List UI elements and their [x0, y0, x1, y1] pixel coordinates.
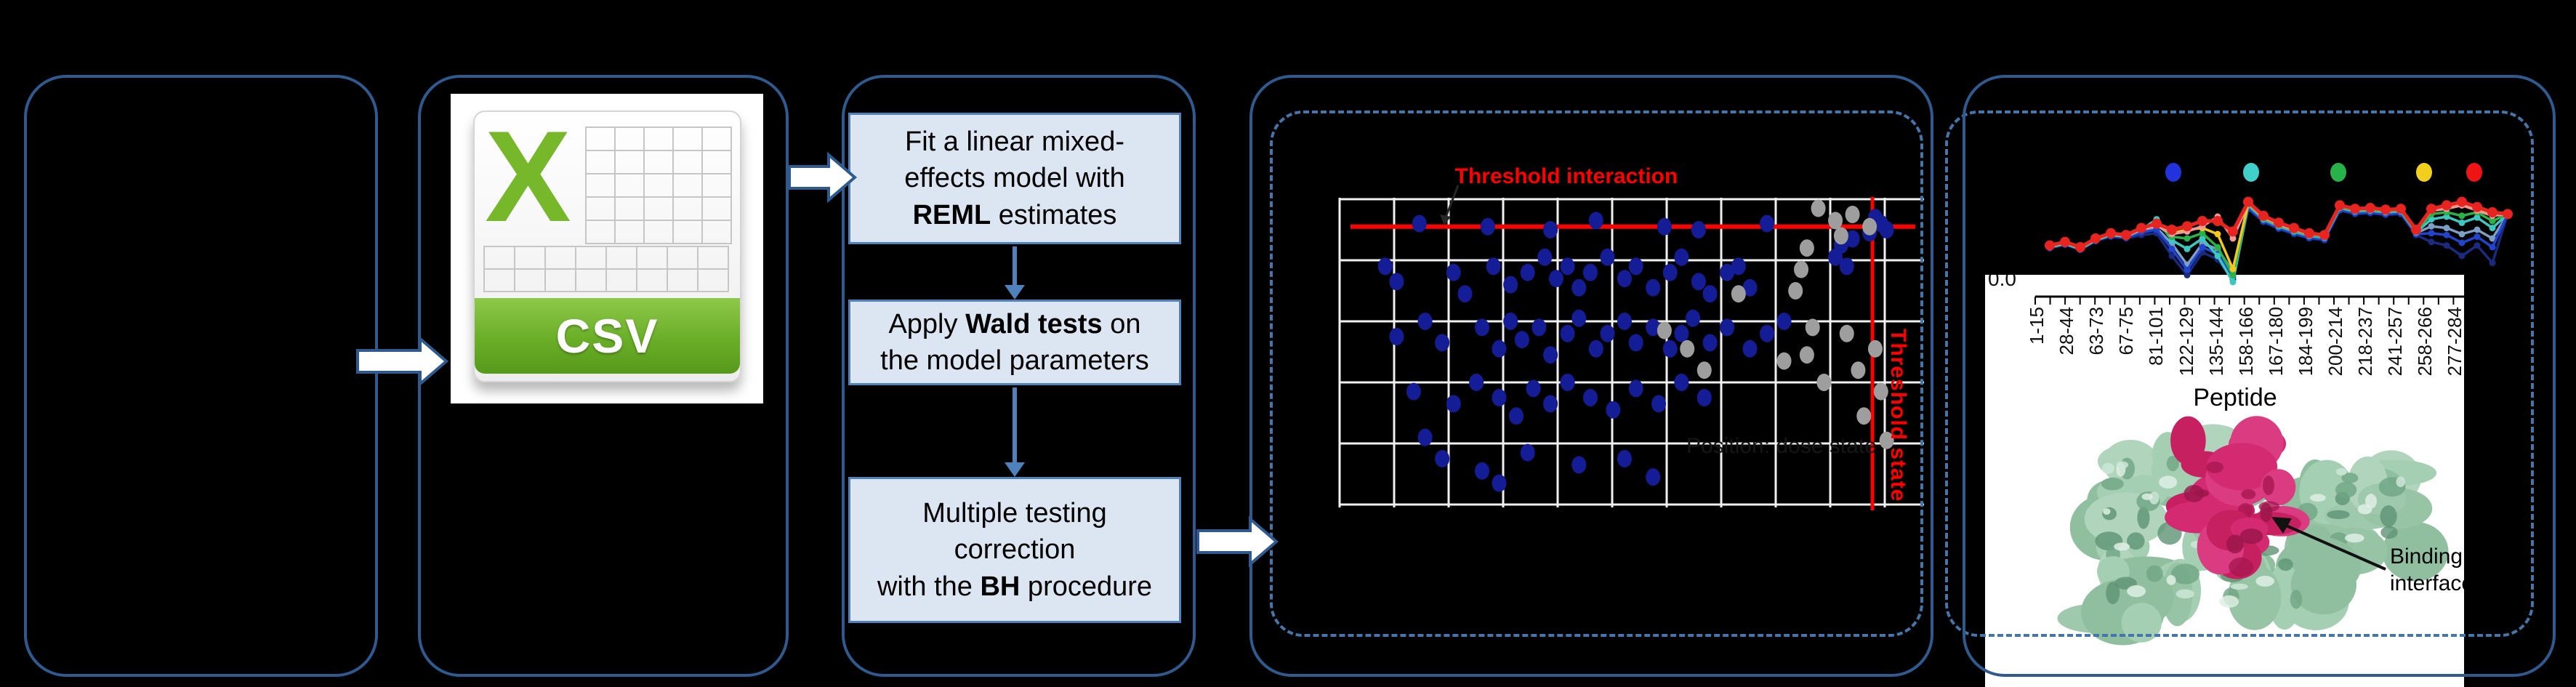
- y-axis-tick: 0.0: [1988, 275, 2016, 290]
- series-steel: [2046, 204, 2511, 276]
- legend-dot: [2165, 163, 2181, 182]
- step-multiple-testing: Multiple testing correction with the BH pr…: [848, 477, 1181, 623]
- binding-interface-label: Bindinginterface: [2390, 545, 2464, 595]
- series-red: [2045, 196, 2513, 252]
- peptide-axis-title: Peptide: [2193, 384, 2277, 411]
- scatter-faint-xlabel: Position: dose state: [1686, 434, 1877, 458]
- peptide-axis: [2034, 295, 2464, 305]
- protein-binding-region: [2165, 416, 2310, 579]
- step-connector-head: [1005, 285, 1025, 300]
- legend-dot: [2466, 163, 2482, 182]
- annotation-line: [2284, 523, 2386, 571]
- csv-image: X CSV: [451, 94, 763, 403]
- protein-structure: [2057, 416, 2449, 646]
- peptide-figure-panel: 0.0 1-15 28-44 63-73 67-75 81-101 122-129 135-…: [1985, 275, 2464, 687]
- scatter-points-significant-interaction: [1377, 209, 1894, 492]
- scatter-points-not-significant: [1657, 199, 1894, 449]
- chart-legend: [2165, 163, 2482, 182]
- legend-dot: [2416, 163, 2432, 182]
- scatter-title: Threshold interaction: [1454, 164, 1678, 188]
- spreadsheet-grid-top: [585, 126, 732, 244]
- step-fit-model: Fit a linear mixed-effects model with REM…: [848, 113, 1181, 244]
- arrow-csv-to-stats: [788, 151, 858, 204]
- step-wald-tests: Apply Wald tests on the model parameters: [848, 300, 1181, 385]
- peptide-profile-chart: [2045, 163, 2513, 286]
- legend-dot: [2243, 163, 2259, 182]
- threshold-scatter-plot: [1338, 185, 1924, 510]
- excel-x-letter: X: [485, 104, 571, 249]
- binding-interface-arrow: [2271, 517, 2386, 571]
- csv-file-icon: X CSV: [473, 104, 741, 382]
- scatter-vline-label: Threshold state: [1886, 329, 1910, 502]
- annotation-arrow: [1440, 185, 1460, 225]
- legend-dot: [2330, 163, 2346, 182]
- csv-badge: CSV: [475, 298, 740, 374]
- series-green: [2046, 201, 2511, 278]
- arrow-input-to-csv: [356, 335, 449, 387]
- arrow-head: [2271, 517, 2292, 534]
- panel-1-input: [24, 75, 378, 677]
- spreadsheet-grid-bottom: [483, 246, 729, 292]
- series-blue: [2046, 204, 2511, 281]
- step-connector-head: [1005, 462, 1025, 477]
